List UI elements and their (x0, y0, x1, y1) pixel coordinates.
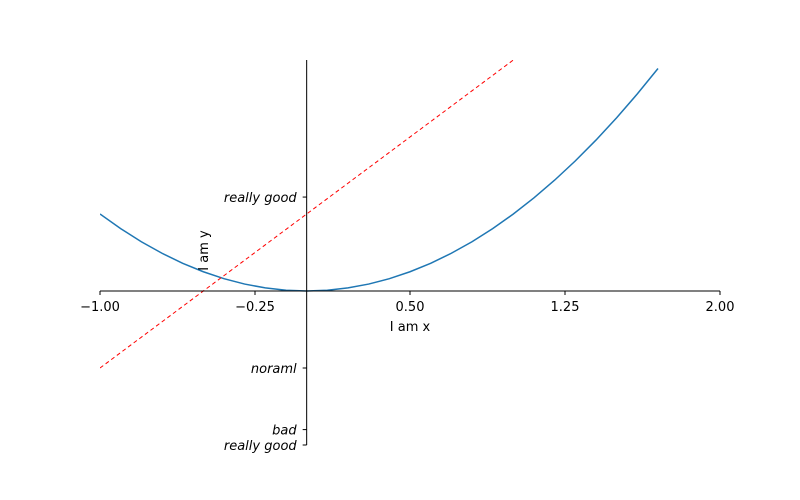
x-tick-label: 2.00 (706, 300, 735, 315)
y-tick-label: noraml (251, 362, 297, 377)
series-layer (100, 60, 659, 369)
x-tick-label: 0.50 (396, 300, 425, 315)
x-axis-label: I am x (390, 320, 431, 335)
x-tick-label: 1.25 (551, 300, 580, 315)
x-tick-label: −1.00 (80, 300, 120, 315)
y-axis-label: I am y (197, 230, 212, 271)
y-tick-label: really good (224, 439, 298, 454)
y-tick-label: bad (272, 424, 297, 439)
dashed-line-series-1 (100, 60, 514, 369)
x-ticks: −1.00 −0.25 0.50 1.25 2.00 (80, 291, 734, 315)
x-tick-label: −0.25 (235, 300, 275, 315)
y-tick-label: really good (224, 191, 298, 206)
curve-series-0 (100, 67, 659, 292)
